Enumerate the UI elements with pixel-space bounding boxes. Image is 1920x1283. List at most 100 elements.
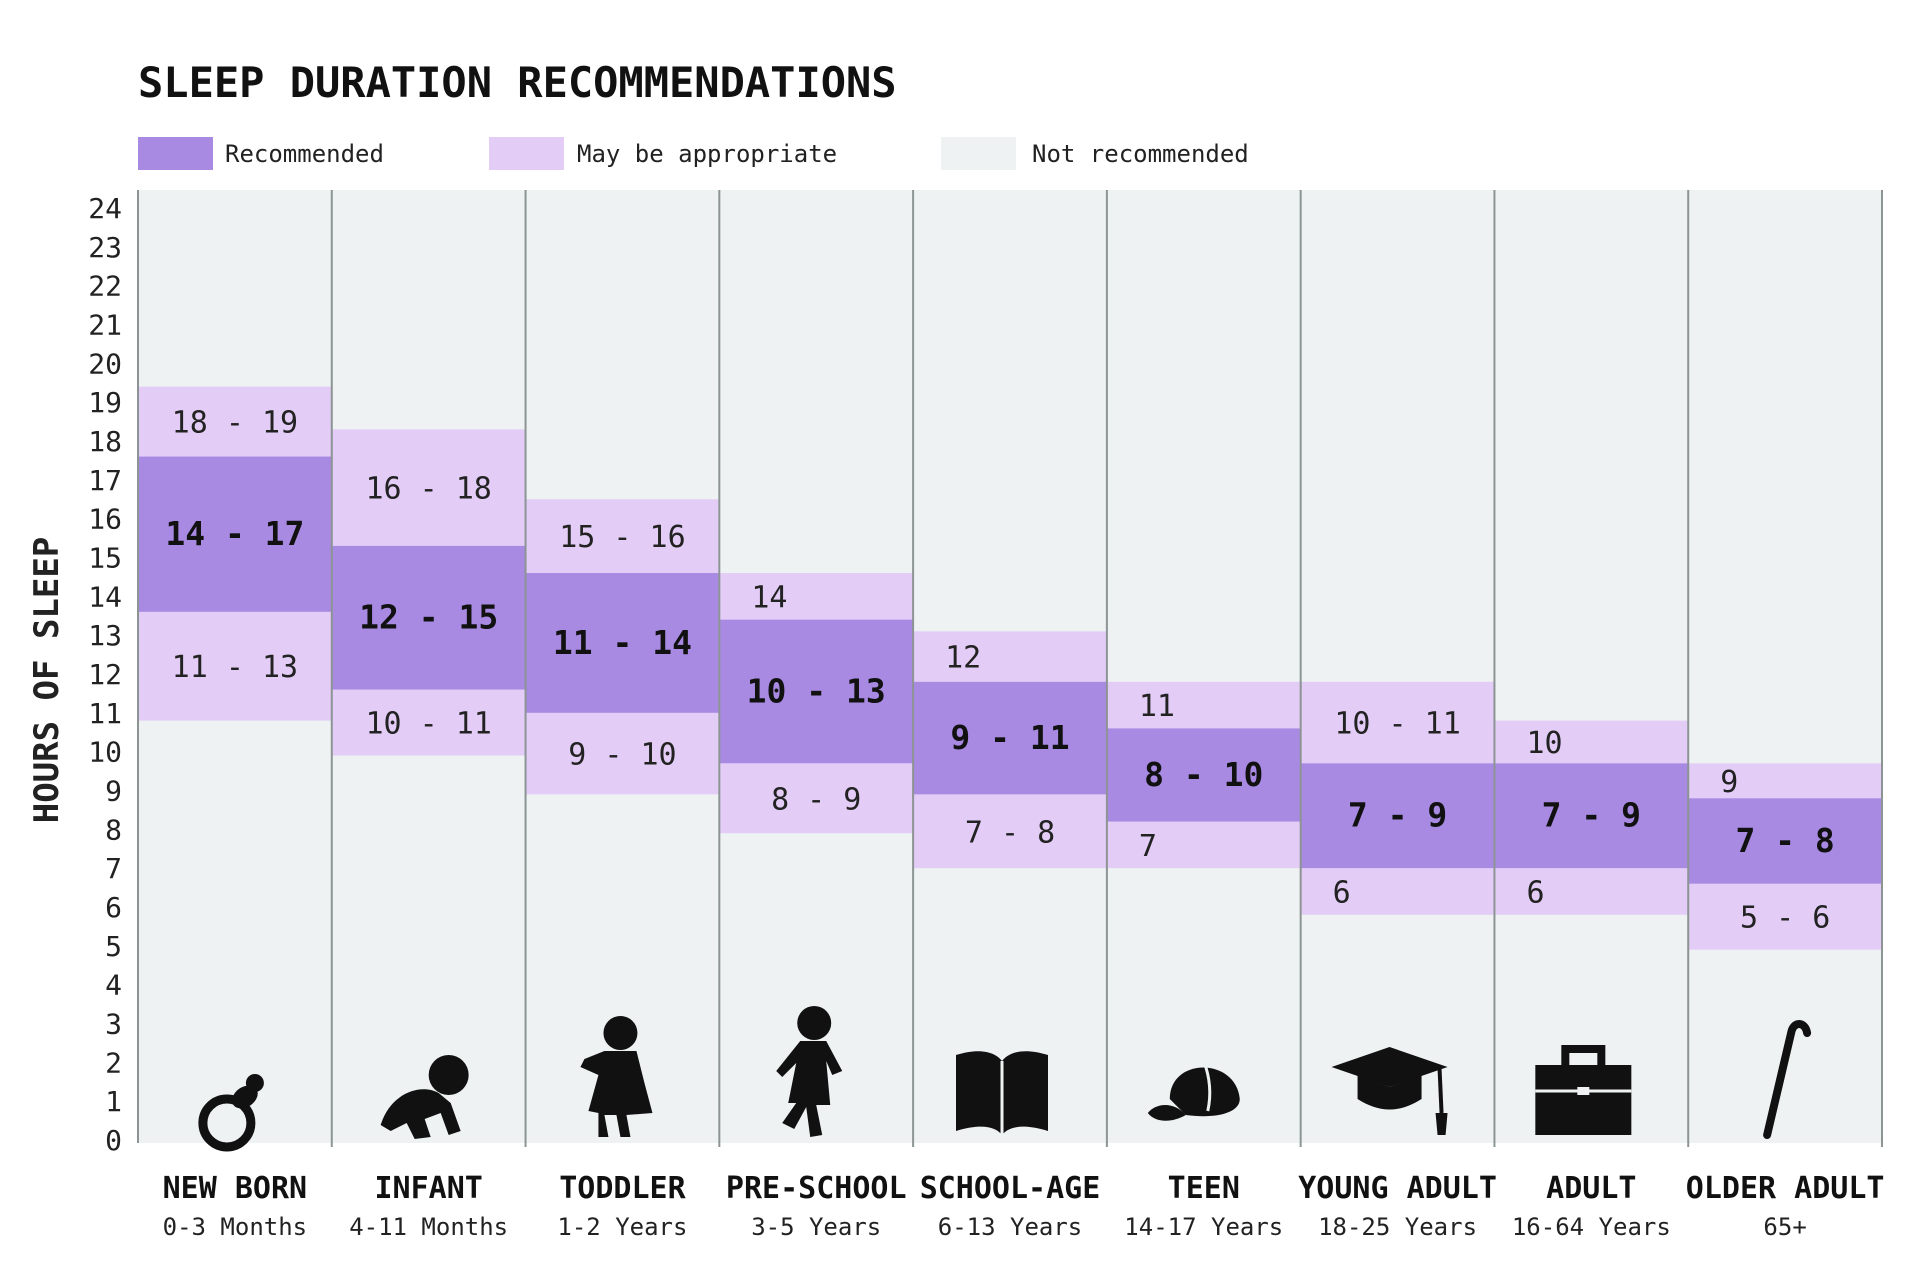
legend-item-appropriate: May be appropriate	[489, 137, 837, 170]
band-appropriate-low	[331, 689, 526, 756]
band-label-appropriate-high: 18 - 19	[172, 406, 298, 441]
legend-swatch-recommended	[138, 137, 213, 170]
crawling-baby-icon	[380, 1055, 469, 1139]
band-appropriate-high	[1688, 763, 1882, 799]
column-toddler: 15 - 16 11 - 14 9 - 10	[525, 499, 720, 795]
column-teen: 11 8 - 10 7	[1106, 681, 1301, 869]
band-label-recommended: 11 - 14	[553, 623, 692, 662]
band-appropriate-low	[1688, 883, 1882, 950]
band-recommended	[1688, 798, 1882, 884]
briefcase-icon	[1535, 1045, 1632, 1135]
graduation-cap-icon	[1331, 1047, 1448, 1135]
band-recommended	[525, 573, 720, 713]
category-name: INFANT	[374, 1171, 482, 1206]
band-appropriate-high	[719, 573, 914, 620]
category-age-range: 1-2 Years	[557, 1213, 687, 1241]
category-name: SCHOOL-AGE	[920, 1171, 1101, 1206]
y-tick-label: 12	[88, 658, 122, 691]
category-age-range: 18-25 Years	[1318, 1213, 1477, 1241]
band-label-appropriate-low: 6	[1526, 875, 1544, 910]
y-tick-label: 6	[105, 891, 122, 924]
band-recommended	[138, 456, 332, 612]
category-name: NEW BORN	[163, 1171, 308, 1206]
category-icons	[198, 1006, 1812, 1152]
band-label-appropriate-high: 9	[1720, 765, 1738, 800]
y-tick-label: 23	[88, 231, 122, 264]
y-tick-label: 14	[88, 580, 122, 613]
category-name: PRE-SCHOOL	[726, 1171, 907, 1206]
y-tick-label: 21	[88, 309, 122, 342]
category-labels: NEW BORN 0-3 Months INFANT 4-11 Months TODDL…	[163, 1171, 1885, 1241]
chart-title: SLEEP DURATION RECOMMENDATIONS	[138, 58, 897, 107]
category-name: ADULT	[1546, 1171, 1636, 1206]
band-appropriate-low	[1300, 868, 1495, 915]
category-age-range: 3-5 Years	[751, 1213, 881, 1241]
band-appropriate-low	[719, 763, 914, 834]
legend-swatch-not-recommended	[941, 137, 1016, 170]
column-new-born: 18 - 19 14 - 17 11 - 13	[138, 386, 332, 721]
y-tick-label: 11	[88, 697, 122, 730]
band-label-recommended: 7 - 9	[1542, 796, 1641, 835]
band-label-appropriate-low: 10 - 11	[365, 707, 491, 742]
y-tick-label: 0	[105, 1124, 122, 1157]
band-label-appropriate-low: 6	[1333, 875, 1351, 910]
category-age-range: 6-13 Years	[938, 1213, 1083, 1241]
y-tick-label: 15	[88, 542, 122, 575]
band-label-recommended: 8 - 10	[1144, 755, 1263, 794]
band-appropriate-high	[1106, 681, 1301, 729]
band-appropriate-high	[525, 499, 720, 574]
legend-label-appropriate: May be appropriate	[577, 140, 837, 168]
y-tick-label: 13	[88, 619, 122, 652]
legend-label-not-recommended: Not recommended	[1032, 140, 1249, 168]
y-tick-label: 3	[105, 1008, 122, 1041]
column-young-adult: 10 - 11 7 - 9 6	[1300, 681, 1495, 915]
band-label-appropriate-low: 9 - 10	[568, 738, 676, 773]
band-label-appropriate-high: 16 - 18	[365, 472, 491, 507]
legend-label-recommended: Recommended	[225, 140, 384, 168]
band-appropriate-low	[1494, 868, 1689, 915]
band-recommended	[719, 619, 914, 764]
y-tick-label: 8	[105, 813, 122, 846]
band-appropriate-high	[1300, 681, 1495, 764]
column-school-age: 12 9 - 11 7 - 8	[913, 631, 1107, 869]
column-older-adult: 9 7 - 8 5 - 6	[1688, 763, 1882, 950]
pacifier-icon	[198, 1074, 264, 1152]
y-tick-label: 1	[105, 1085, 122, 1118]
cane-icon	[1763, 1020, 1812, 1139]
band-recommended	[1494, 763, 1689, 869]
category-age-range: 14-17 Years	[1124, 1213, 1283, 1241]
legend-swatch-appropriate	[489, 137, 564, 170]
y-tick-label: 24	[88, 192, 122, 225]
y-tick-label: 19	[88, 386, 122, 419]
cap-icon	[1147, 1060, 1240, 1121]
category-name: YOUNG ADULT	[1298, 1171, 1497, 1206]
legend-item-recommended: Recommended	[138, 137, 384, 170]
y-tick-label: 22	[88, 270, 122, 303]
band-label-recommended: 10 - 13	[747, 671, 886, 710]
category-name: TEEN	[1168, 1171, 1240, 1206]
y-tick-label: 2	[105, 1046, 122, 1079]
toddler-icon	[580, 1016, 653, 1137]
band-label-appropriate-high: 10 - 11	[1334, 707, 1460, 742]
y-tick-label: 7	[105, 852, 122, 885]
book-icon	[956, 1051, 1048, 1135]
band-appropriate-high	[331, 429, 526, 546]
band-label-recommended: 14 - 17	[165, 514, 304, 553]
band-appropriate-low	[138, 611, 332, 721]
band-appropriate-low	[525, 712, 720, 795]
band-label-appropriate-low: 7 - 8	[965, 815, 1055, 850]
y-axis-label: HOURS OF SLEEP	[27, 537, 67, 824]
band-recommended	[1300, 763, 1495, 869]
y-tick-label: 4	[105, 969, 122, 1002]
y-tick-label: 16	[88, 503, 122, 536]
band-label-appropriate-high: 11	[1139, 689, 1175, 724]
column-adult: 10 7 - 9 6	[1494, 720, 1689, 915]
band-recommended	[1106, 728, 1301, 822]
category-name: TODDLER	[559, 1171, 686, 1206]
category-age-range: 0-3 Months	[163, 1213, 308, 1241]
band-label-recommended: 12 - 15	[359, 598, 498, 637]
legend-item-not-recommended: Not recommended	[941, 137, 1249, 170]
band-appropriate-low	[1106, 821, 1301, 869]
band-recommended	[913, 681, 1107, 795]
